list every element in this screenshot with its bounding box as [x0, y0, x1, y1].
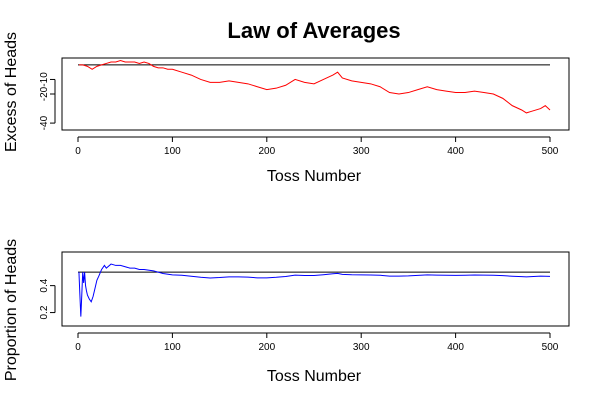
x-tick-label: 100 [164, 342, 181, 353]
y-axis: 0.2 0.4 [39, 278, 56, 320]
figure-title: Law of Averages [227, 18, 400, 43]
x-tick-label: 400 [447, 342, 464, 353]
x-tick-label: 0 [75, 342, 81, 353]
x-tick-label: 0 [75, 146, 81, 157]
plot-frame [61, 57, 570, 131]
x-axis-label: Toss Number [267, 168, 362, 185]
series-line-1 [78, 263, 551, 317]
y-tick-label: 0.4 [39, 278, 50, 292]
y-tick-label: -20 [39, 86, 50, 101]
chart-panel-2: 0 100 200 300 400 500 0.2 0.4 Toss Number Proport… [3, 239, 570, 385]
x-axis-label: Toss Number [267, 368, 362, 385]
x-tick-label: 300 [353, 146, 370, 157]
y-tick-label: -40 [39, 115, 50, 130]
y-axis: -40 -20-10 [39, 72, 56, 130]
y-axis-label: Excess of Heads [3, 32, 20, 152]
x-tick-label: 500 [542, 342, 559, 353]
x-axis: 0 100 200 300 400 500 [75, 332, 559, 353]
x-tick-label: 200 [258, 146, 275, 157]
x-tick-label: 200 [258, 342, 275, 353]
plot-frame [61, 251, 570, 327]
y-tick-label: 0.2 [39, 305, 50, 319]
y-axis-label: Proportion of Heads [3, 239, 20, 381]
chart-panel-1: 0 100 200 300 400 500 -40 -20-10 Toss Number Exce… [3, 32, 570, 185]
y-tick-label: -10 [39, 72, 50, 87]
series-line-1 [78, 60, 551, 114]
x-tick-label: 400 [447, 146, 464, 157]
x-tick-label: 300 [353, 342, 370, 353]
x-axis: 0 100 200 300 400 500 [75, 136, 559, 157]
x-tick-label: 100 [164, 146, 181, 157]
x-tick-label: 500 [542, 146, 559, 157]
